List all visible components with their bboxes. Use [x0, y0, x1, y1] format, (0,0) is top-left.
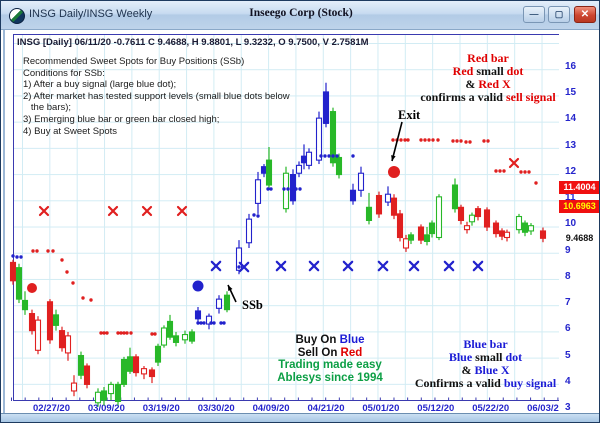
y-axis-label: 14: [565, 113, 577, 125]
sweet-spots-note: Recommended Sweet Spots for Buy Position…: [23, 56, 290, 137]
quote-header: INSG [Daily] 06/11/20 -0.7611 C 9.4688, …: [17, 37, 369, 48]
note-line: & Blue X: [403, 364, 568, 377]
y-axis-label: 10: [565, 218, 577, 230]
x-axis-date-label: 02/27/20: [33, 403, 70, 414]
y-axis-label: 16: [565, 61, 577, 72]
y-axis-label: 11: [565, 192, 576, 204]
price-tag: 10.6963: [559, 199, 599, 213]
note-line: Buy On Blue: [255, 334, 405, 347]
app-icon: [9, 8, 25, 24]
note-line: & Red X: [398, 78, 578, 91]
note-segment: &: [461, 363, 475, 377]
x-axis-date-label: 05/22/20: [472, 403, 510, 414]
y-axis-label: 4: [565, 375, 571, 387]
note-segment: Red: [452, 64, 477, 78]
y-axis-label: 12: [565, 165, 577, 177]
note-segment: confirms a valid: [420, 90, 506, 104]
close-button[interactable]: ✕: [574, 6, 596, 23]
slogan-note: Buy On Blue Sell On Red Trading made easy A…: [255, 334, 405, 384]
note-segment: Blue: [448, 350, 476, 364]
x-axis-date-label: 03/30/20: [197, 403, 235, 414]
note-segment: small: [475, 350, 506, 364]
y-axis-label: 6: [565, 323, 571, 335]
exit-label: Exit: [398, 108, 421, 122]
minimize-button[interactable]: —: [523, 6, 545, 23]
note-line: Red small dot: [398, 65, 578, 78]
note-segment: Red: [340, 346, 363, 359]
note-segment: small: [476, 64, 507, 78]
buy-signal-note: Blue bar Blue small dot & Blue X Confirms a…: [403, 338, 568, 390]
x-axis: 02/27/20 03/09/20 03/19/20 03/30/20 04/09/20…: [5, 401, 564, 416]
x-axis-date-label: 05/12/20: [417, 403, 455, 414]
x-axis-date-label: 06/03/20: [527, 403, 565, 414]
y-axis-label: 5: [565, 349, 571, 361]
y-axis-label: 15: [565, 87, 577, 99]
x-axis-date-label: 05/01/20: [362, 403, 400, 414]
y-axis-label: 3: [565, 402, 571, 413]
note-segment: Red bar: [467, 51, 509, 65]
note-segment: Buy On: [295, 334, 340, 346]
chart-title: Inseego Corp (Stock): [249, 7, 353, 19]
price-tag: 11.4004: [559, 181, 599, 195]
note-segment: Trading made easy: [278, 359, 382, 371]
note-line: Trading made easy: [255, 359, 405, 372]
note-segment: &: [465, 77, 479, 91]
ssb-label: SSb: [242, 298, 263, 312]
price-tag: 9.4688: [559, 231, 599, 245]
note-segment: Sell On: [297, 346, 341, 359]
x-axis-date-label: 04/09/20: [252, 403, 290, 414]
x-axis-date-label: 03/19/20: [142, 403, 180, 414]
note-segment: buy signal: [503, 376, 557, 390]
note-line: Sell On Red: [255, 347, 405, 360]
chart-content: INSG [Daily] 06/11/20 -0.7611 C 9.4688, …: [3, 30, 599, 416]
note-segment: sell signal: [505, 90, 556, 104]
y-axis-label: 7: [565, 297, 571, 309]
x-axis-date-label: 03/09/20: [87, 403, 125, 414]
note-line: Ablesys since 1994: [255, 372, 405, 385]
note-line: Confirms a valid buy signal: [403, 377, 568, 390]
note-segment: Blue bar: [463, 337, 508, 351]
chart-plot-area[interactable]: [13, 34, 560, 401]
note-segment: Confirms a valid: [414, 376, 504, 390]
window-title: INSG Daily/INSG Weekly: [29, 8, 153, 20]
maximize-button[interactable]: ▢: [548, 6, 570, 23]
note-line: Blue bar: [403, 338, 568, 351]
y-axis-label: 9: [565, 244, 571, 256]
note-line: Blue small dot: [403, 351, 568, 364]
note-segment: dot: [506, 64, 524, 78]
note-segment: dot: [505, 350, 523, 364]
x-axis-date-label: 04/21/20: [307, 403, 345, 414]
note-line: confirms a valid sell signal: [398, 91, 578, 104]
y-axis: 16 15 14 13 12 11 10 9 8 7 6 5 4 3 11.4004 10.6963 9.468…: [559, 30, 599, 416]
note-segment: Blue: [339, 334, 365, 346]
window-bottom-frame: [1, 413, 599, 422]
note-segment: Ablesys since 1994: [277, 371, 383, 384]
note-segment: Blue X: [474, 363, 510, 377]
note-segment: Red X: [478, 77, 511, 91]
y-axis-label: 13: [565, 139, 577, 151]
y-axis-label: 8: [565, 270, 571, 282]
note-line: Red bar: [398, 52, 578, 65]
title-bar[interactable]: INSG Daily/INSG Weekly Inseego Corp (Sto…: [1, 1, 599, 30]
